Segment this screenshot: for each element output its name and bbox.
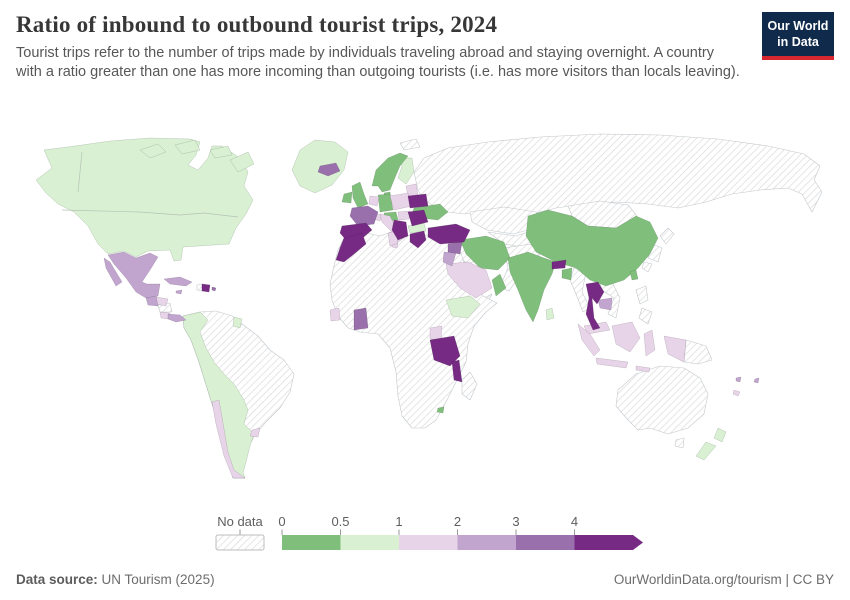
footer-separator: | [781,572,793,587]
country-iran[interactable] [459,235,511,271]
country-chile[interactable] [211,399,246,479]
region-jordan-levant[interactable] [442,251,457,267]
legend-no-data-swatch[interactable] [215,534,265,551]
owid-url-link[interactable]: OurWorldinData.org/tourism [613,572,782,587]
legend-color-bar: 0 0.5 1 2 3 4 [278,514,643,550]
country-india[interactable] [507,251,557,323]
country-ireland[interactable] [341,191,353,204]
page-title: Ratio of inbound to outbound tourist tri… [16,12,498,37]
chart-subtitle: Tourist trips refer to the number of tri… [16,45,740,81]
country-malawi[interactable] [451,359,463,383]
legend-tick-label: 3 [512,514,519,529]
country-cambodia[interactable] [597,297,613,311]
owid-logo-line2: in Data [777,34,819,49]
country-belarus[interactable] [407,193,429,209]
country-syria[interactable] [447,241,463,255]
country-saudi-arabia[interactable] [445,261,493,299]
region-netherlands-belgium[interactable] [368,195,380,207]
country-bangladesh[interactable] [561,267,573,281]
country-cuba[interactable] [163,276,193,287]
data-source: Data source: UN Tourism (2025) [16,572,215,587]
legend-bin-0–0.5[interactable] [282,535,341,550]
country-philippines[interactable] [635,285,653,325]
country-oman[interactable] [491,273,507,297]
legend-bin-0.5–1[interactable] [340,535,400,550]
country-france[interactable] [349,205,379,227]
svalbard-islands[interactable] [399,138,421,151]
country-turkey[interactable] [427,223,471,245]
country-greece[interactable] [409,230,427,249]
country-china[interactable] [525,209,659,287]
island-java[interactable] [595,357,629,369]
country-romania[interactable] [407,209,429,227]
legend-bin-3–4[interactable] [516,535,575,550]
legend-tick-label: 1 [395,514,402,529]
country-united-kingdom[interactable] [351,181,369,209]
country-iceland[interactable] [317,162,341,177]
legend-bin-1–2[interactable] [399,535,458,550]
country-taiwan[interactable] [629,269,639,281]
legend-tick-label: 2 [454,514,461,529]
border-alaska-canada [77,151,83,193]
region-north-america[interactable] [35,137,254,262]
region-laos-vietnam[interactable] [597,277,621,319]
country-new-zealand[interactable] [695,427,727,461]
data-source-label: Data source: [16,572,98,587]
chart-footer: Data source: UN Tourism (2025) OurWorldi… [16,572,834,587]
country-morocco[interactable] [335,232,367,263]
islands-fiji[interactable] [735,376,760,384]
legend-bin-2–3[interactable] [457,535,517,550]
country-thailand[interactable] [585,281,605,331]
country-germany[interactable] [377,193,394,213]
country-uruguay[interactable] [249,427,261,438]
map-legend: No data 0 0.5 1 2 3 4 [210,506,660,563]
region-balkans-adriatic[interactable] [391,219,409,241]
country-australia[interactable] [615,365,709,449]
country-ethiopia[interactable] [445,295,481,319]
owid-logo-line1: Our World [767,19,829,33]
island-borneo[interactable] [611,321,641,353]
license-label: CC BY [792,572,834,587]
country-hungary[interactable] [397,210,411,221]
country-papua-new-guinea[interactable] [683,339,713,365]
data-source-text: UN Tourism (2025) [97,572,215,587]
island-sumatra[interactable] [577,323,601,357]
region-west-new-guinea[interactable] [663,335,687,363]
legend-no-data-label: No data [217,514,263,529]
region-norway-sweden[interactable] [371,152,409,193]
legend-arrow-tip [633,535,643,550]
country-bhutan[interactable] [551,259,567,270]
legend-tick-label: 0.5 [331,514,349,529]
legend-tick-label: 4 [571,514,578,529]
island-new-caledonia[interactable] [732,389,741,397]
country-sierra-leone[interactable] [329,307,341,322]
country-guatemala[interactable] [145,295,159,307]
country-mexico[interactable] [103,251,161,299]
region-south-america-green[interactable] [182,311,255,479]
chart-header: Ratio of inbound to outbound tourist tri… [0,0,850,83]
country-guyana[interactable] [232,316,243,329]
border-us-canada [61,209,239,218]
region-arctic-islands[interactable] [139,139,255,173]
islands-lesser-sunda[interactable] [635,365,651,373]
country-panama[interactable] [167,313,187,323]
island-sulawesi[interactable] [643,329,656,357]
footer-credits: OurWorldinData.org/tourism | CC BY [614,572,834,587]
country-tanzania[interactable] [429,335,461,367]
country-ghana[interactable] [353,307,369,331]
country-sri-lanka[interactable] [545,307,555,321]
country-dominican-republic[interactable] [201,283,211,293]
country-madagascar[interactable] [461,371,478,401]
country-haiti[interactable] [196,283,203,292]
country-finland[interactable] [397,157,415,185]
owid-logo[interactable]: Our World in Data [762,12,834,61]
country-jamaica[interactable] [175,289,183,295]
island-puerto-rico[interactable] [211,286,217,292]
legend-bin-4+[interactable] [574,535,634,550]
country-eswatini[interactable] [436,406,445,414]
legend-tick-label: 0 [278,514,285,529]
country-uganda[interactable] [429,325,443,341]
